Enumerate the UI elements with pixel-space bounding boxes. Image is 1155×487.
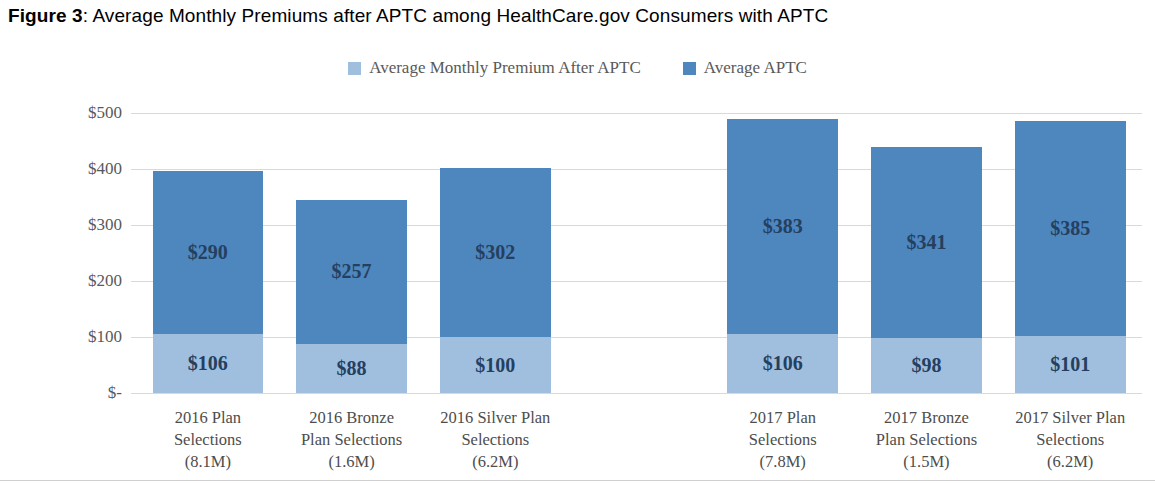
- data-label: $88: [337, 357, 367, 380]
- y-tick-label: $-: [108, 383, 122, 403]
- segment-average-aptc: $383: [727, 119, 838, 333]
- segment-premium-after-aptc: $88: [296, 344, 407, 393]
- y-tick-label: $400: [88, 159, 122, 179]
- y-tick-label: $100: [88, 327, 122, 347]
- figure-title-text: : Average Monthly Premiums after APTC am…: [83, 5, 829, 26]
- x-category-label: 2017 PlanSelections(7.8M): [711, 407, 855, 473]
- chart-legend: Average Monthly Premium After APTC Avera…: [0, 58, 1155, 78]
- data-label: $106: [188, 352, 228, 375]
- bar-slot: $257 $88: [280, 113, 424, 393]
- data-label: $100: [475, 354, 515, 377]
- legend-label-aptc: Average APTC: [704, 58, 807, 78]
- x-category-label: 2016 PlanSelections(8.1M): [136, 407, 280, 473]
- gridline: [131, 393, 1142, 394]
- data-label: $385: [1050, 217, 1090, 240]
- data-label: $101: [1050, 353, 1090, 376]
- legend-label-premium-after-aptc: Average Monthly Premium After APTC: [369, 58, 641, 78]
- legend-swatch-aptc-icon: [683, 62, 696, 75]
- segment-average-aptc: $341: [871, 147, 982, 338]
- bars-container: $290$106$257$88$302$100$383$106$341$98$3…: [136, 113, 1142, 393]
- x-category-label: 2016 Silver PlanSelections(6.2M): [423, 407, 567, 473]
- x-label-empty: [567, 407, 711, 473]
- data-label: $106: [763, 352, 803, 375]
- segment-average-aptc: $385: [1015, 121, 1126, 337]
- y-tick-label: $200: [88, 271, 122, 291]
- bar-slot: $383 $106: [711, 113, 855, 393]
- segment-premium-after-aptc: $98: [871, 338, 982, 393]
- segment-premium-after-aptc: $100: [440, 337, 551, 393]
- segment-premium-after-aptc: $106: [727, 334, 838, 393]
- stacked-bar-2017-bronze-plan-selections-1-5m: $341 $98: [871, 147, 982, 393]
- legend-swatch-premium-after-aptc-icon: [348, 62, 361, 75]
- data-label: $257: [332, 260, 372, 283]
- segment-premium-after-aptc: $101: [1015, 336, 1126, 393]
- x-axis: 2016 PlanSelections(8.1M)2016 BronzePlan…: [136, 407, 1142, 473]
- stacked-bar-2017-silver-plan-selections-6-2m: $385 $101: [1015, 121, 1126, 393]
- data-label: $290: [188, 241, 228, 264]
- bar-slot: $341 $98: [855, 113, 999, 393]
- bar-slot: $290 $106: [136, 113, 280, 393]
- x-category-label: 2017 Silver PlanSelections(6.2M): [998, 407, 1142, 473]
- bar-slot: $385 $101: [998, 113, 1142, 393]
- segment-average-aptc: $257: [296, 200, 407, 344]
- segment-premium-after-aptc: $106: [153, 334, 264, 393]
- bar-slot: $302 $100: [423, 113, 567, 393]
- legend-item-premium-after-aptc: Average Monthly Premium After APTC: [348, 58, 641, 78]
- data-label: $302: [475, 241, 515, 264]
- stacked-bar-2016-silver-plan-selections-6-2m: $302 $100: [440, 168, 551, 393]
- empty-slot: [567, 113, 711, 393]
- data-label: $383: [763, 215, 803, 238]
- data-label: $98: [911, 354, 941, 377]
- figure-3-chart-page: Figure 3: Average Monthly Premiums after…: [0, 0, 1155, 487]
- stacked-bar-2016-bronze-plan-selections-1-6m: $257 $88: [296, 200, 407, 393]
- figure-title-prefix: Figure 3: [8, 5, 83, 26]
- stacked-bar-2017-plan-selections-7-8m: $383 $106: [727, 119, 838, 393]
- bottom-divider: [0, 480, 1155, 481]
- legend-item-aptc: Average APTC: [683, 58, 807, 78]
- y-axis: $500$400$300$200$100$-: [0, 113, 122, 393]
- segment-average-aptc: $302: [440, 168, 551, 337]
- segment-average-aptc: $290: [153, 171, 264, 333]
- stacked-bar-2016-plan-selections-8-1m: $290 $106: [153, 171, 264, 393]
- y-tick-label: $300: [88, 215, 122, 235]
- x-category-label: 2016 BronzePlan Selections(1.6M): [280, 407, 424, 473]
- data-label: $341: [906, 231, 946, 254]
- plot-area: $290$106$257$88$302$100$383$106$341$98$3…: [136, 113, 1142, 393]
- figure-title: Figure 3: Average Monthly Premiums after…: [8, 5, 828, 27]
- x-category-label: 2017 BronzePlan Selections(1.5M): [855, 407, 999, 473]
- y-tick-label: $500: [88, 103, 122, 123]
